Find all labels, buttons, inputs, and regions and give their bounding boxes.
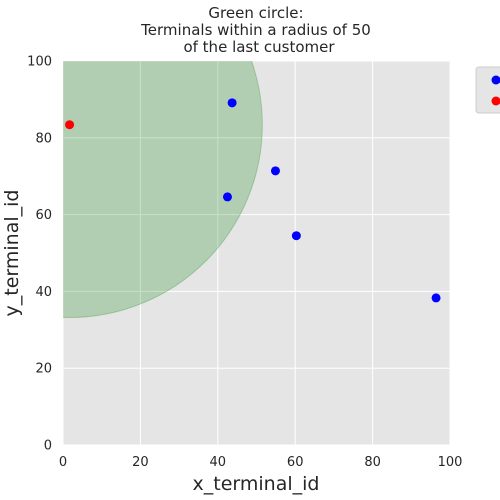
scatter-point-s1-0: [65, 120, 75, 130]
y-tick-label-5: 100: [27, 55, 52, 70]
chart-title-line-2: Terminals within a radius of 50: [140, 21, 371, 39]
y-tick-label-2: 40: [35, 285, 52, 300]
scatter-point-s0-1: [270, 166, 280, 176]
plot-area: [63, 61, 450, 445]
y-tick-label-3: 60: [35, 208, 52, 223]
x-tick-label-5: 100: [438, 455, 463, 470]
x-tick-label-1: 20: [132, 455, 149, 470]
legend: [475, 66, 500, 114]
y-axis-label: y_terminal_id: [1, 190, 23, 317]
y-tick-label-1: 20: [35, 362, 52, 377]
scatter-points: [65, 98, 441, 303]
x-tick-label-0: 0: [59, 455, 67, 470]
legend-marker-blue: [491, 75, 500, 85]
x-axis-label: x_terminal_id: [193, 473, 320, 495]
y-tick-label-4: 80: [35, 131, 52, 146]
chart-title-line-3: of the last customer: [183, 38, 335, 56]
legend-marker-red: [491, 96, 500, 106]
grid-lines: [62, 60, 451, 446]
radius-circle: [63, 61, 263, 318]
y-axis-ticks: 0 20 40 60 80 100: [27, 55, 52, 454]
chart-title: Green circle: Terminals within a radius …: [140, 4, 371, 56]
y-tick-label-0: 0: [44, 439, 52, 454]
scatter-point-s0-0: [227, 98, 237, 108]
x-axis-ticks: 0 20 40 60 80 100: [59, 455, 463, 470]
scatter-point-s0-2: [222, 192, 232, 202]
scatter-point-s0-4: [431, 293, 441, 303]
x-tick-label-4: 80: [364, 455, 381, 470]
scatter-point-s0-3: [291, 231, 301, 241]
x-tick-label-3: 60: [287, 455, 304, 470]
legend-box: [475, 66, 500, 114]
x-tick-label-2: 40: [210, 455, 227, 470]
chart-title-line-1: Green circle:: [208, 4, 303, 22]
